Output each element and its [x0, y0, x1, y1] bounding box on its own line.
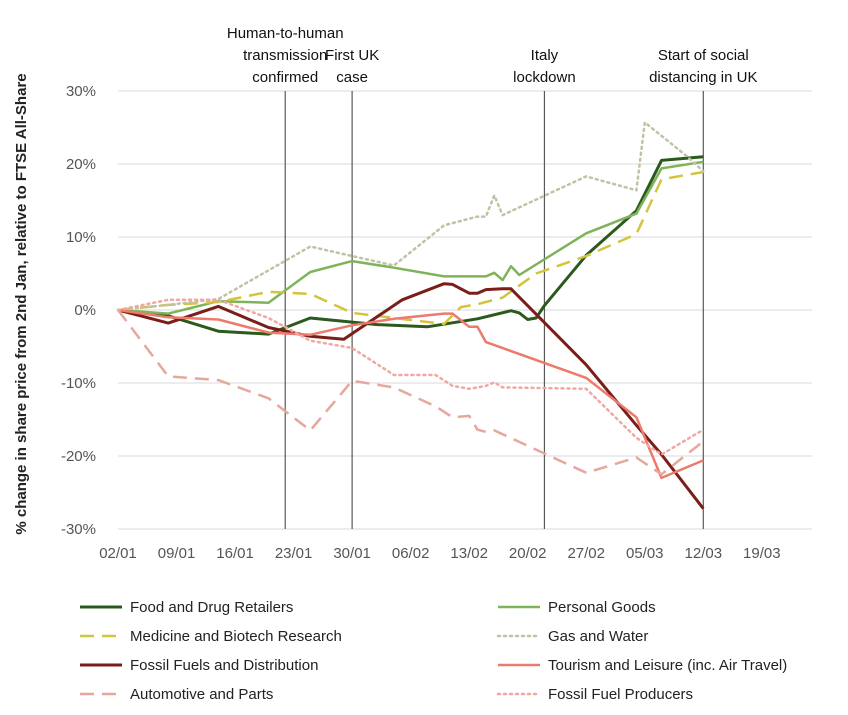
x-tick-label: 30/01	[333, 545, 371, 562]
series-lines	[116, 121, 705, 510]
y-tick-label: 0%	[74, 302, 96, 319]
y-tick-label: 10%	[66, 229, 96, 246]
legend-label: Tourism and Leisure (inc. Air Travel)	[548, 657, 787, 674]
x-axis-ticks: 02/01 09/01 16/01 23/01 30/01 06/02 13/02 20/02…	[99, 545, 780, 562]
legend-label: Food and Drug Retailers	[130, 599, 293, 616]
legend-item: Gas and Water	[496, 628, 648, 645]
legend-label: Automotive and Parts	[130, 686, 273, 703]
event-label: First UK	[325, 47, 379, 64]
x-tick-label: 19/03	[743, 545, 781, 562]
x-tick-label: 16/01	[216, 545, 254, 562]
legend-item: Medicine and Biotech Research	[80, 628, 342, 645]
series-line-0	[117, 155, 704, 336]
legend-label: Fossil Fuel Producers	[548, 686, 693, 703]
event-label: lockdown	[513, 69, 576, 86]
series-line-4	[117, 282, 705, 510]
event-label: transmission	[243, 47, 327, 64]
y-tick-label: 20%	[66, 156, 96, 173]
series-line-3	[116, 121, 705, 312]
legend-item: Fossil Fuel Producers	[496, 686, 693, 703]
legend-item: Personal Goods	[498, 599, 656, 616]
legend-label: Personal Goods	[548, 599, 656, 616]
series-line-2	[117, 170, 704, 326]
event-label: confirmed	[252, 69, 318, 86]
legend: Food and Drug Retailers Personal Goods Med…	[80, 599, 787, 703]
y-axis-ticks: -30% -20% -10% 0% 10% 20% 30%	[61, 83, 96, 538]
y-axis-label: % change in share price from 2nd Jan, re…	[13, 73, 30, 534]
x-tick-label: 23/01	[275, 545, 313, 562]
grid-lines	[118, 90, 812, 530]
y-tick-label: 30%	[66, 83, 96, 100]
x-tick-label: 13/02	[450, 545, 488, 562]
legend-label: Gas and Water	[548, 628, 648, 645]
x-tick-label: 20/02	[509, 545, 547, 562]
event-markers: Human-to-human transmission confirmed First…	[227, 25, 758, 529]
event-label: Human-to-human	[227, 25, 344, 42]
event-label: Italy	[531, 47, 559, 64]
y-tick-label: -20%	[61, 448, 96, 465]
x-tick-label: 06/02	[392, 545, 430, 562]
legend-item: Fossil Fuels and Distribution	[80, 657, 318, 674]
series-line-6	[117, 309, 705, 476]
event-label: Start of social	[658, 47, 749, 64]
x-tick-label: 09/01	[158, 545, 196, 562]
legend-item: Automotive and Parts	[80, 686, 273, 703]
event-label: case	[336, 69, 368, 86]
legend-item: Food and Drug Retailers	[80, 599, 293, 616]
x-tick-label: 05/03	[626, 545, 664, 562]
series-line-1	[117, 160, 704, 315]
legend-item: Tourism and Leisure (inc. Air Travel)	[498, 657, 787, 674]
legend-label: Medicine and Biotech Research	[130, 628, 342, 645]
legend-label: Fossil Fuels and Distribution	[130, 657, 318, 674]
series-line-7	[116, 298, 705, 456]
x-tick-label: 02/01	[99, 545, 137, 562]
event-label: distancing in UK	[649, 69, 757, 86]
series-line-5	[117, 308, 704, 480]
x-tick-label: 12/03	[685, 545, 723, 562]
y-tick-label: -10%	[61, 375, 96, 392]
y-tick-label: -30%	[61, 521, 96, 538]
x-tick-label: 27/02	[567, 545, 605, 562]
